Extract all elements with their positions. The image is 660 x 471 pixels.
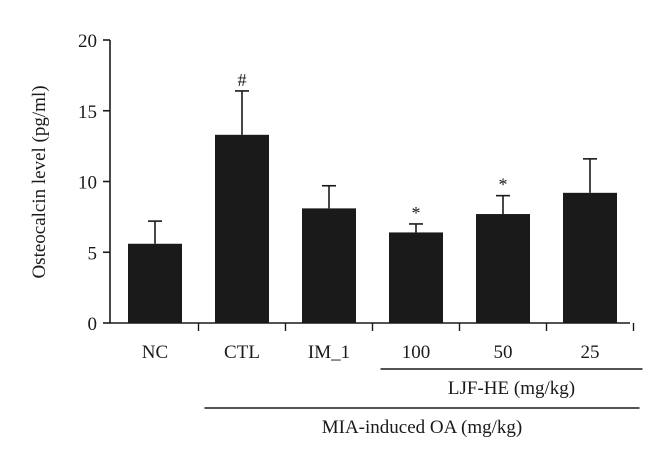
significance-marks: # * * bbox=[238, 70, 508, 223]
significance-mark: # bbox=[238, 70, 247, 90]
group-bracket-label: LJF-HE (mg/kg) bbox=[448, 378, 575, 399]
y-tick-label: 10 bbox=[78, 173, 97, 194]
y-tick-label: 20 bbox=[78, 31, 97, 52]
category-label: 100 bbox=[402, 342, 431, 363]
category-labels: NC CTL IM_1 100 50 25 bbox=[142, 323, 635, 363]
bars bbox=[128, 134, 617, 323]
bar bbox=[215, 134, 269, 323]
bar bbox=[563, 192, 617, 323]
category-label: NC bbox=[142, 342, 168, 363]
significance-mark: * bbox=[412, 203, 421, 223]
y-tick-label: 15 bbox=[78, 102, 97, 123]
y-ticks: 0 5 10 15 20 bbox=[78, 31, 110, 335]
significance-mark: * bbox=[499, 175, 508, 195]
category-label: 50 bbox=[494, 342, 513, 363]
bar bbox=[128, 243, 182, 323]
category-label: 25 bbox=[581, 342, 600, 363]
bar bbox=[389, 232, 443, 323]
y-axis-label: Osteocalcin level (pg/ml) bbox=[29, 85, 50, 278]
error-bars bbox=[148, 90, 597, 244]
y-tick-label: 5 bbox=[88, 243, 98, 264]
bar bbox=[302, 208, 356, 323]
y-tick-label: 0 bbox=[88, 314, 98, 335]
group-bracket-label: MIA-induced OA (mg/kg) bbox=[322, 417, 523, 438]
category-label: CTL bbox=[224, 342, 260, 363]
group-brackets: LJF-HE (mg/kg) MIA-induced OA (mg/kg) bbox=[204, 368, 643, 438]
category-label: IM_1 bbox=[308, 342, 350, 363]
bar bbox=[476, 214, 530, 323]
